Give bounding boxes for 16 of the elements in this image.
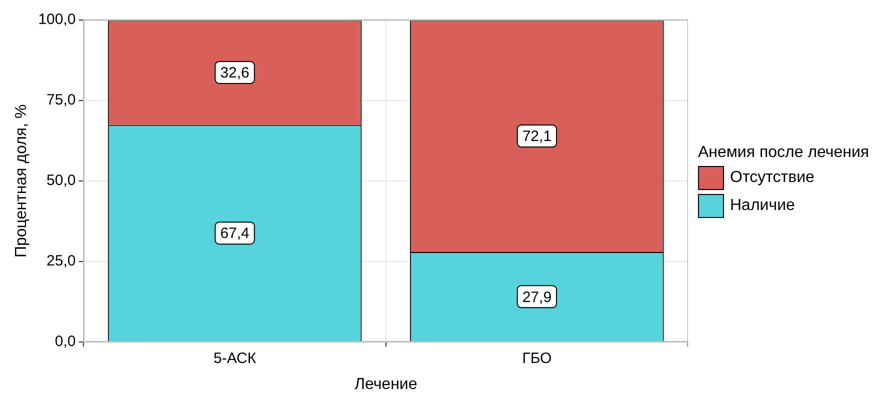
text: Отсутствие [730, 169, 814, 187]
x-tick-label: 5-АСК [214, 350, 256, 367]
y-tick-label: 100,0 [38, 11, 76, 28]
data-label: 67,4 [220, 225, 250, 242]
legend-label: Наличие [730, 197, 795, 215]
y-tick-label: 0,0 [54, 332, 76, 350]
x-tick-label: ГБО [522, 350, 552, 367]
data-label: 27,9 [522, 288, 552, 306]
data-label: 72,1 [522, 128, 552, 146]
x-axis-title: Лечение [354, 376, 418, 393]
y-tick-label: 25,0 [46, 252, 76, 270]
y-tick-label: 75,0 [46, 92, 76, 109]
legend-title: Анемия после лечения [698, 144, 870, 162]
y-axis-title: Процентная доля, % [13, 104, 30, 258]
y-tick-label: 50,0 [46, 172, 76, 190]
data-label: 32,6 [220, 64, 250, 82]
